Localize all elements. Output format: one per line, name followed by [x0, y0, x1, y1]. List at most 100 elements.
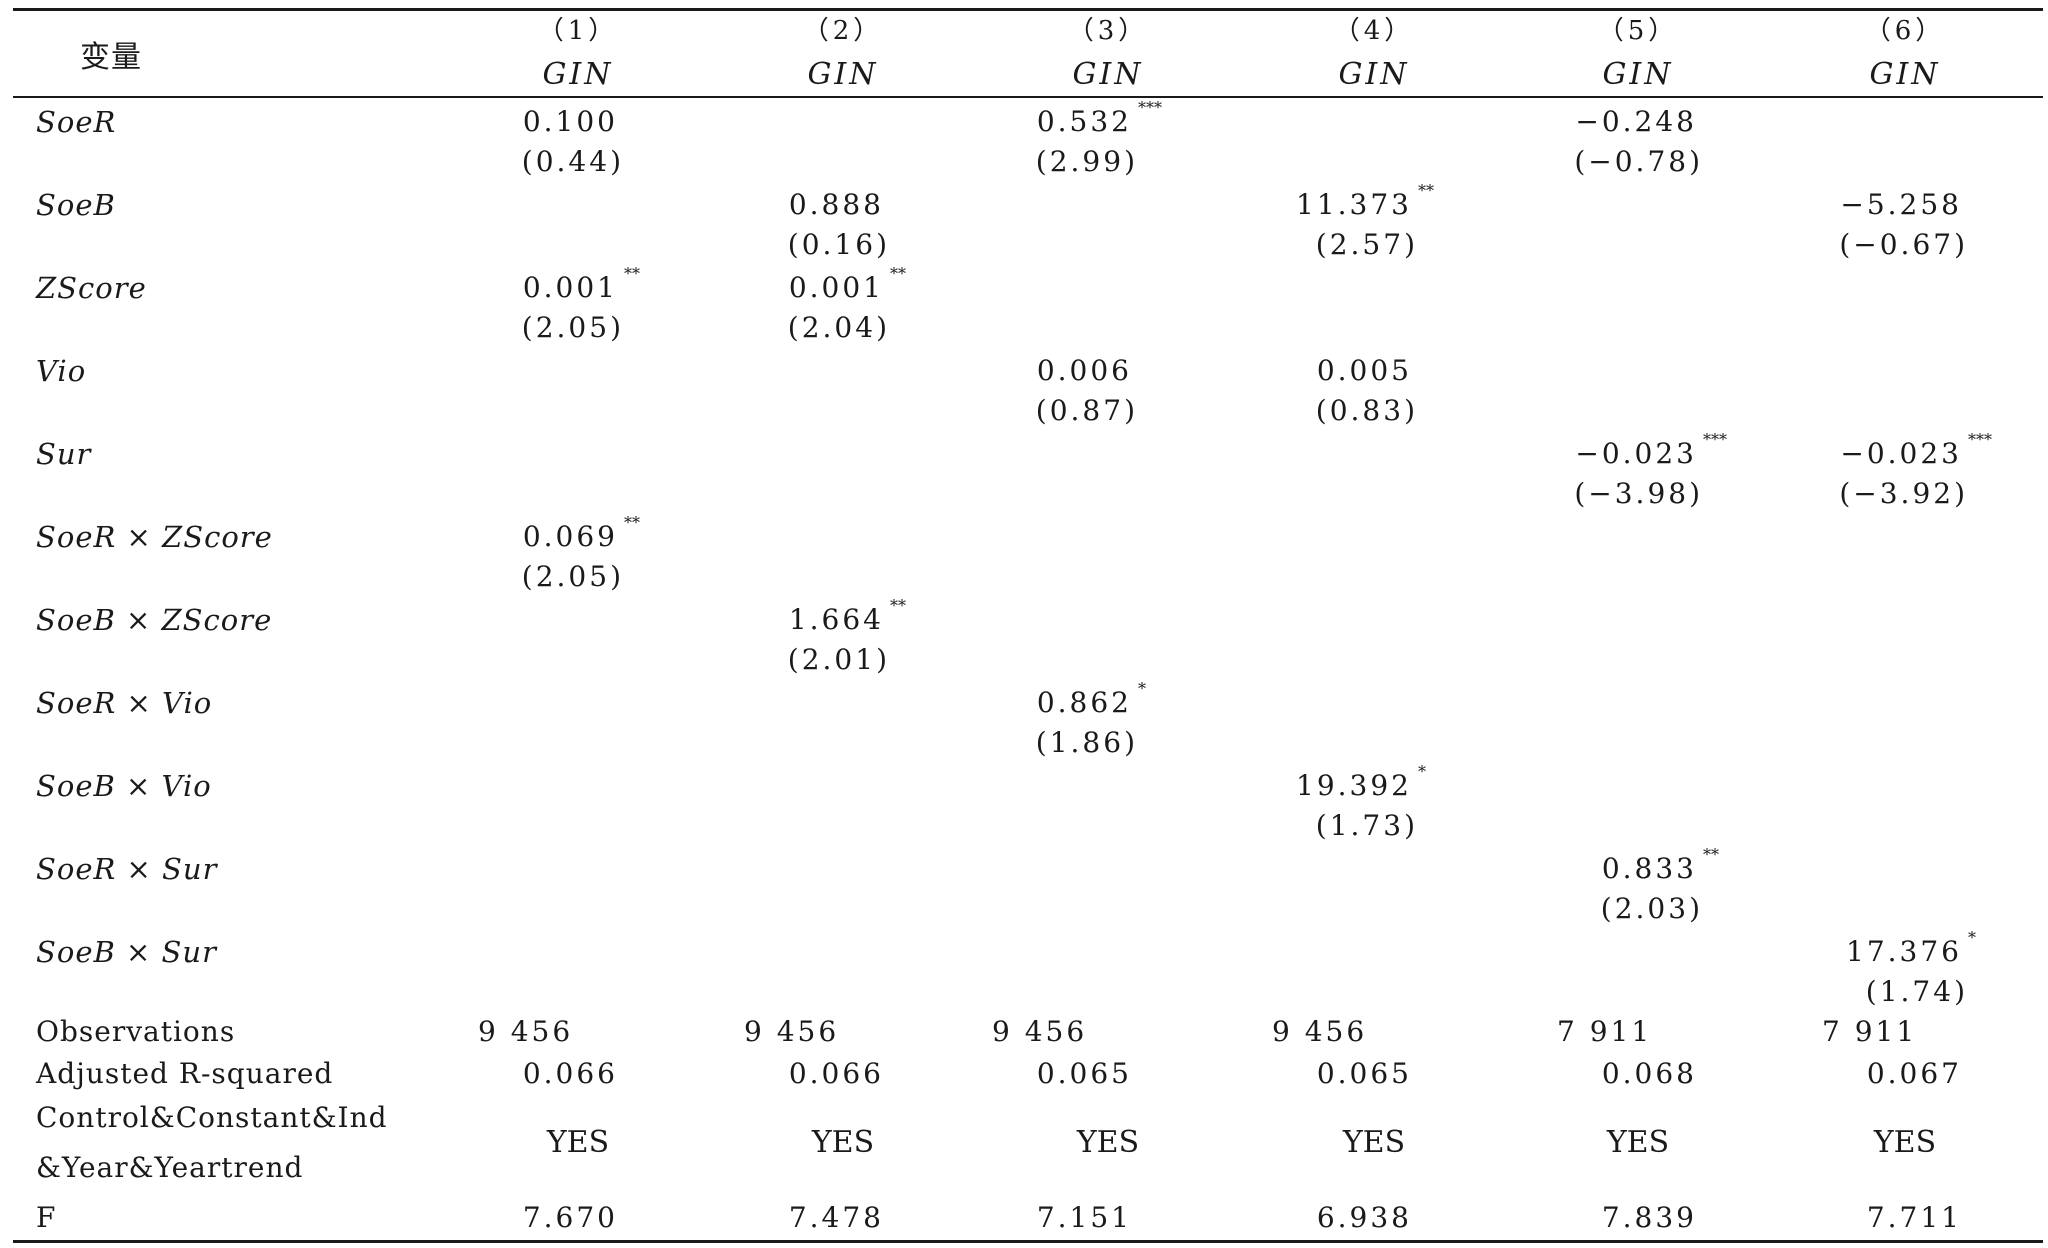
adjusted-r-squared-label: Adjusted R-squared [36, 1057, 334, 1090]
row-label: SoeR × Sur [36, 852, 218, 886]
coefficient: 17.376 * [1846, 928, 1976, 968]
observations-value: 9 456 [744, 1015, 840, 1048]
row-label: ZScore [36, 271, 147, 305]
coefficient: 0.862 * [1036, 679, 1146, 719]
column-number: （4） [1333, 16, 1415, 46]
significance-stars: * [1138, 679, 1146, 698]
variable-header: 变量 [80, 40, 142, 75]
t-statistic: (2.57) [1315, 228, 1418, 261]
t-statistic: (0.16) [787, 228, 890, 261]
t-statistic: (2.05) [521, 560, 624, 593]
significance-stars: * [1418, 762, 1426, 781]
controls-value: YES [1076, 1125, 1140, 1160]
f-statistic-value: 7.839 [1601, 1201, 1697, 1234]
t-statistic: (2.99) [1035, 145, 1138, 178]
significance-stars: ** [1703, 845, 1719, 864]
column-number: （5） [1597, 16, 1679, 46]
coefficient: −0.248 [1575, 105, 1697, 138]
t-statistic: (−0.78) [1574, 145, 1703, 178]
t-statistic: (1.73) [1315, 809, 1418, 842]
t-statistic: (2.05) [521, 311, 624, 344]
controls-value: YES [811, 1125, 875, 1160]
t-statistic: (1.86) [1035, 726, 1138, 759]
t-statistic: (1.74) [1865, 975, 1968, 1008]
t-statistic: (−3.92) [1839, 477, 1968, 510]
top-rule [13, 8, 2043, 11]
coefficient: 0.001 ** [522, 264, 640, 304]
t-statistic: (0.83) [1315, 394, 1418, 427]
row-label: SoeB × Vio [36, 769, 212, 803]
significance-stars: *** [1968, 430, 1992, 449]
controls-value: YES [1873, 1125, 1937, 1160]
t-statistic: (0.87) [1035, 394, 1138, 427]
significance-stars: * [1968, 928, 1976, 947]
row-label: SoeR × Vio [36, 686, 213, 720]
significance-stars: *** [1703, 430, 1727, 449]
t-statistic: (−3.98) [1574, 477, 1703, 510]
column-number: （3） [1067, 16, 1149, 46]
f-statistic-value: 7.670 [522, 1201, 618, 1234]
controls-value: YES [546, 1125, 610, 1160]
coefficient: 0.069 ** [522, 513, 640, 553]
coefficient: 19.392 * [1296, 762, 1426, 802]
column-dependent-variable: GIN [1602, 57, 1674, 92]
coefficient: −0.023 *** [1575, 430, 1727, 470]
observations-value: 7 911 [1557, 1015, 1653, 1048]
column-number: （6） [1864, 16, 1946, 46]
t-statistic: (0.44) [521, 145, 624, 178]
column-dependent-variable: GIN [1072, 57, 1144, 92]
adjusted-r-squared-value: 0.065 [1316, 1057, 1412, 1090]
coefficient: 0.833 ** [1601, 845, 1719, 885]
row-label: Sur [36, 437, 92, 471]
coefficient: 0.532 *** [1036, 98, 1162, 138]
coefficient: 1.664 ** [788, 596, 906, 636]
controls-value: YES [1342, 1125, 1406, 1160]
observations-value: 9 456 [992, 1015, 1088, 1048]
column-number: （2） [802, 16, 884, 46]
f-statistic-value: 7.478 [788, 1201, 884, 1234]
coefficient: 0.888 [788, 188, 884, 221]
column-dependent-variable: GIN [1338, 57, 1410, 92]
adjusted-r-squared-value: 0.068 [1601, 1057, 1697, 1090]
column-dependent-variable: GIN [1869, 57, 1941, 92]
controls-label-line2: &Year&Yeartrend [36, 1151, 304, 1184]
adjusted-r-squared-value: 0.066 [788, 1057, 884, 1090]
row-label: Vio [36, 354, 87, 388]
coefficient: 11.373 ** [1296, 181, 1434, 221]
row-label: SoeB [36, 188, 116, 222]
significance-stars: ** [890, 264, 906, 283]
observations-value: 9 456 [478, 1015, 574, 1048]
significance-stars: ** [1418, 181, 1434, 200]
observations-value: 7 911 [1822, 1015, 1918, 1048]
adjusted-r-squared-value: 0.066 [522, 1057, 618, 1090]
row-label: SoeR × ZScore [36, 520, 273, 554]
column-dependent-variable: GIN [807, 57, 879, 92]
f-statistic-value: 7.711 [1866, 1201, 1962, 1234]
bottom-rule [13, 1240, 2043, 1243]
significance-stars: ** [890, 596, 906, 615]
observations-label: Observations [36, 1015, 236, 1048]
adjusted-r-squared-value: 0.067 [1866, 1057, 1962, 1090]
coefficient: −0.023 *** [1840, 430, 1992, 470]
coefficient: 0.006 [1036, 354, 1132, 387]
row-label: SoeR [36, 105, 117, 139]
f-statistic-value: 6.938 [1316, 1201, 1412, 1234]
f-statistic-label: F [36, 1201, 57, 1234]
column-number: （1） [537, 16, 619, 46]
coefficient: 0.005 [1316, 354, 1412, 387]
adjusted-r-squared-value: 0.065 [1036, 1057, 1132, 1090]
significance-stars: *** [1138, 98, 1162, 117]
coefficient: 0.100 [522, 105, 618, 138]
significance-stars: ** [624, 264, 640, 283]
t-statistic: (−0.67) [1839, 228, 1968, 261]
f-statistic-value: 7.151 [1036, 1201, 1132, 1234]
t-statistic: (2.04) [787, 311, 890, 344]
t-statistic: (2.01) [787, 643, 890, 676]
row-label: SoeB × Sur [36, 935, 217, 969]
coefficient: 0.001 ** [788, 264, 906, 304]
coefficient: −5.258 [1840, 188, 1962, 221]
controls-label-line1: Control&Constant&Ind [36, 1101, 388, 1134]
observations-value: 9 456 [1272, 1015, 1368, 1048]
controls-value: YES [1606, 1125, 1670, 1160]
header-rule [13, 96, 2043, 98]
